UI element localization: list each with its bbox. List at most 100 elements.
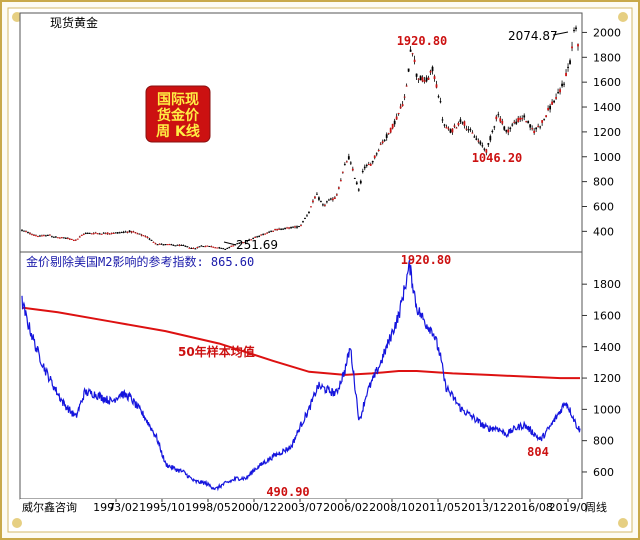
candle-body (27, 232, 29, 234)
candle-body (128, 230, 131, 233)
candle-body (260, 234, 263, 236)
candle-body (333, 197, 336, 199)
candle-body (329, 198, 332, 200)
candle-body (361, 171, 364, 173)
candle-body (92, 233, 95, 235)
bottom-low-2001-label: 490.90 (266, 485, 309, 499)
candle-body (559, 89, 561, 93)
candle-body (419, 75, 422, 81)
candle-body (429, 70, 432, 73)
candle-body (545, 115, 548, 117)
candle-body (308, 212, 310, 214)
candle-body (473, 136, 476, 138)
x-tick-label: 1995/10 (139, 501, 185, 514)
candle-body (204, 246, 207, 248)
y-tick-label: 1200 (593, 126, 621, 139)
candle-body (371, 160, 374, 163)
candle-body (409, 49, 412, 52)
candle-body (104, 233, 107, 235)
candle-body (571, 46, 573, 49)
candle-body (405, 85, 408, 87)
x-tick-label: 2006/02 (323, 501, 369, 514)
candle-body (563, 83, 565, 85)
top-peak-2020-label: 2074.87 (508, 29, 558, 43)
candle-body (242, 242, 245, 244)
candle-body (126, 231, 129, 233)
candle-body (457, 122, 460, 126)
y-tick-label: 1400 (593, 101, 621, 114)
candle-body (266, 232, 269, 234)
candle-body (439, 101, 442, 103)
candle-body (335, 194, 338, 196)
candle-body (353, 177, 356, 179)
x-axis: 威尔鑫咨询 7 1993/02 1995/10 1998/05 2000/12 2003… (20, 499, 620, 514)
candle-body (288, 227, 290, 229)
candle-body (491, 130, 494, 132)
candle-body (236, 243, 239, 245)
candle-body (367, 164, 370, 166)
candle-body (52, 236, 55, 238)
x-tick-label: 2011/05 (415, 501, 461, 514)
candle-body (495, 116, 498, 120)
candle-body (31, 234, 33, 236)
candle-body (222, 248, 225, 250)
candle-body (54, 236, 57, 238)
candle-body (168, 244, 171, 246)
candle-body (50, 236, 53, 238)
candle-body (385, 134, 388, 138)
x-tick-label: 2000/12 (231, 501, 277, 514)
candle-body (379, 143, 382, 145)
candle-body (56, 237, 59, 239)
sample-mean-label: 50年样本均值 (178, 344, 255, 359)
candle-body (230, 245, 233, 247)
candle-body (66, 237, 69, 239)
candle-body (318, 197, 320, 200)
candle-body (343, 164, 346, 166)
candle-body (246, 241, 249, 243)
candle-body (569, 60, 571, 64)
candle-body (134, 232, 137, 234)
footer-source-label: 威尔鑫咨询 (22, 500, 77, 514)
candle-body (314, 196, 316, 199)
candle-body (417, 78, 420, 80)
candle-body (549, 105, 552, 110)
candle-body (49, 234, 51, 236)
candle-body (375, 153, 378, 155)
x-axis-band (20, 499, 620, 514)
candle-body (192, 247, 195, 249)
candle-body (471, 132, 474, 134)
candle-body (180, 244, 183, 246)
bottom-chart-title: 金价剔除美国M2影响的参考指数: 865.60 (26, 254, 254, 269)
x-axis-ticks: 1993/02 1995/10 1998/05 2000/12 2003/07 2006/… (93, 499, 587, 514)
candle-body (465, 128, 468, 130)
candle-body (282, 228, 284, 230)
candle-body (142, 235, 145, 237)
candle-body (160, 243, 163, 245)
candle-body (25, 231, 27, 233)
candle-body (100, 233, 103, 235)
candle-body (347, 156, 350, 160)
candle-body (290, 227, 292, 229)
candle-body (276, 229, 278, 231)
candle-body (268, 231, 271, 233)
candle-body (214, 247, 217, 249)
top-chart-title: 现货黄金 (50, 15, 98, 30)
candle-body (270, 230, 273, 232)
candle-body (29, 232, 31, 234)
candle-body (120, 232, 123, 234)
candle-body (541, 120, 544, 123)
candle-body (226, 247, 229, 249)
candle-body (262, 234, 265, 236)
candle-body (300, 225, 302, 227)
candle-body (76, 238, 79, 240)
candle-body (154, 243, 157, 245)
candle-body (312, 200, 314, 203)
candle-body (425, 77, 428, 82)
candle-body (539, 126, 542, 128)
candle-body (533, 130, 536, 134)
candle-body (357, 189, 360, 191)
x-tick-hidden-prefix: 7 (108, 501, 115, 514)
candle-body (86, 232, 89, 234)
y-tick-label: 1400 (593, 341, 621, 354)
